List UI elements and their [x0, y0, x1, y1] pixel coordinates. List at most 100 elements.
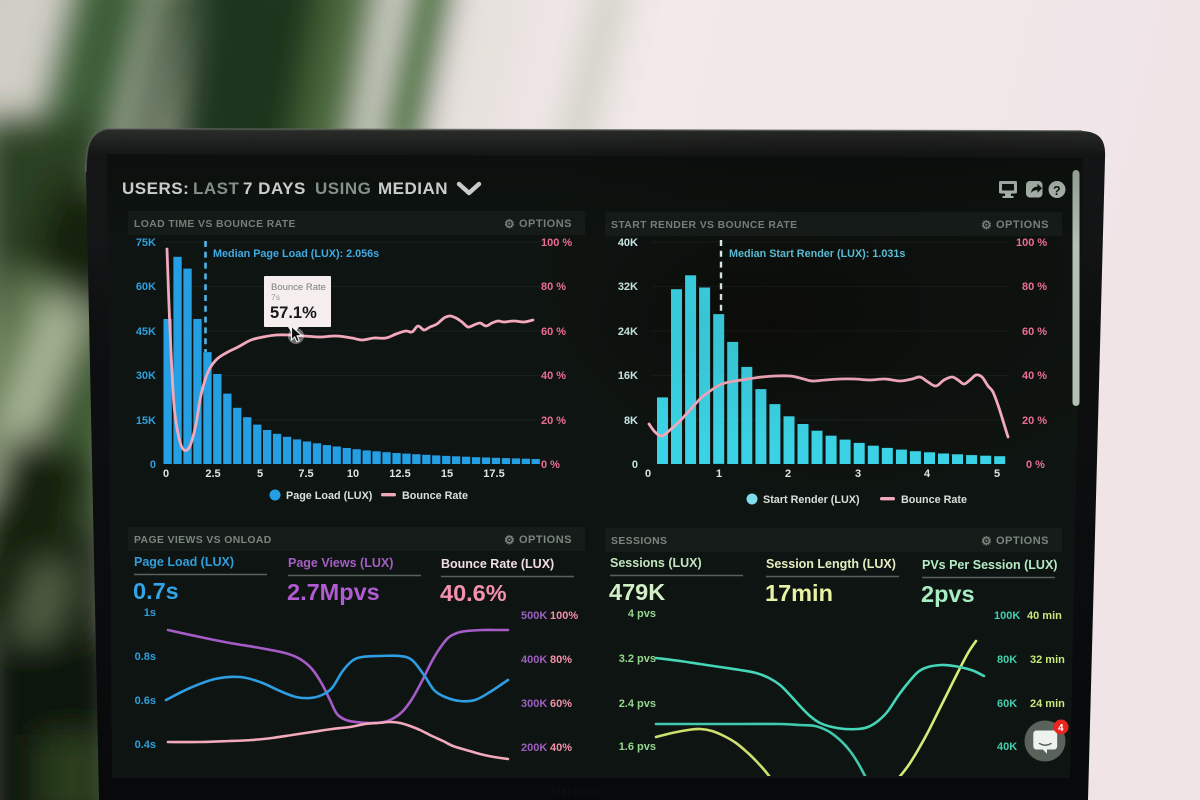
svg-text:16K: 16K — [618, 370, 638, 382]
svg-text:80 %: 80 % — [541, 281, 566, 293]
svg-text:7 DAYS: 7 DAYS — [243, 179, 306, 198]
svg-text:⚙: ⚙ — [504, 217, 515, 231]
svg-text:40K: 40K — [618, 237, 638, 249]
svg-text:0: 0 — [163, 468, 169, 480]
svg-text:17min: 17min — [765, 580, 833, 606]
svg-text:Session Length (LUX): Session Length (LUX) — [766, 557, 896, 571]
svg-text:32K: 32K — [618, 281, 638, 293]
svg-text:5: 5 — [257, 468, 263, 480]
svg-text:START RENDER VS BOUNCE RATE: START RENDER VS BOUNCE RATE — [611, 220, 798, 231]
svg-text:Median Page Load (LUX): 2.056s: Median Page Load (LUX): 2.056s — [213, 248, 379, 260]
svg-text:24K: 24K — [618, 326, 638, 338]
svg-text:80K: 80K — [997, 654, 1017, 666]
svg-text:60 %: 60 % — [1022, 326, 1047, 338]
svg-text:OPTIONS: OPTIONS — [996, 219, 1049, 231]
svg-text:Bounce Rate: Bounce Rate — [271, 282, 326, 293]
svg-text:0.6s: 0.6s — [135, 695, 156, 707]
svg-text:60%: 60% — [550, 698, 572, 710]
svg-text:60K: 60K — [136, 281, 156, 293]
svg-text:OPTIONS: OPTIONS — [519, 534, 572, 546]
svg-text:0 %: 0 % — [541, 459, 560, 471]
svg-text:Page Views (LUX): Page Views (LUX) — [288, 556, 393, 570]
svg-text:40 %: 40 % — [541, 370, 566, 382]
svg-text:5: 5 — [994, 468, 1000, 480]
svg-text:Bounce Rate (LUX): Bounce Rate (LUX) — [441, 557, 554, 571]
svg-text:2.5: 2.5 — [205, 468, 220, 480]
svg-text:0.4s: 0.4s — [135, 739, 156, 751]
svg-text:57.1%: 57.1% — [270, 304, 317, 322]
svg-text:0 %: 0 % — [1026, 459, 1045, 471]
svg-text:Bounce Rate: Bounce Rate — [402, 490, 468, 502]
svg-text:30K: 30K — [136, 370, 156, 382]
svg-text:45K: 45K — [136, 326, 156, 338]
svg-text:Start Render (LUX): Start Render (LUX) — [763, 494, 860, 506]
svg-text:Page Load (LUX): Page Load (LUX) — [286, 490, 373, 502]
svg-text:100 %: 100 % — [541, 237, 572, 249]
svg-text:15: 15 — [441, 468, 453, 480]
svg-text:40 min: 40 min — [1027, 610, 1062, 622]
svg-text:0.7s: 0.7s — [133, 578, 179, 604]
svg-text:2.7Mpvs: 2.7Mpvs — [287, 579, 380, 605]
svg-text:LOAD TIME VS BOUNCE RATE: LOAD TIME VS BOUNCE RATE — [134, 219, 296, 230]
svg-text:OPTIONS: OPTIONS — [996, 535, 1049, 547]
svg-text:40.6%: 40.6% — [440, 580, 507, 606]
svg-text:PAGE VIEWS VS ONLOAD: PAGE VIEWS VS ONLOAD — [134, 535, 272, 546]
svg-text:USING: USING — [315, 179, 371, 198]
svg-text:32 min: 32 min — [1030, 654, 1065, 666]
svg-text:3.2 pvs: 3.2 pvs — [619, 653, 656, 665]
svg-text:4: 4 — [1058, 723, 1064, 734]
svg-text:⚙: ⚙ — [981, 534, 992, 548]
svg-text:USERS:: USERS: — [122, 179, 189, 198]
svg-text:10: 10 — [347, 468, 359, 480]
svg-text:80%: 80% — [550, 654, 572, 666]
svg-text:3: 3 — [855, 468, 861, 480]
svg-text:PVs Per Session (LUX): PVs Per Session (LUX) — [922, 558, 1057, 572]
svg-text:7s: 7s — [271, 292, 280, 302]
svg-text:Median Start Render (LUX): 1.0: Median Start Render (LUX): 1.031s — [729, 248, 905, 260]
svg-text:0: 0 — [632, 459, 638, 471]
svg-text:SESSIONS: SESSIONS — [611, 536, 667, 547]
svg-text:40 %: 40 % — [1022, 370, 1047, 382]
svg-text:⚙: ⚙ — [504, 533, 515, 547]
svg-text:2pvs: 2pvs — [921, 581, 975, 607]
svg-text:MacBook...: MacBook... — [552, 787, 612, 798]
svg-text:0: 0 — [645, 468, 651, 480]
svg-text:20 %: 20 % — [541, 415, 566, 427]
svg-text:200K: 200K — [521, 742, 547, 754]
svg-text:4 pvs: 4 pvs — [628, 608, 656, 620]
svg-text:?: ? — [1053, 184, 1061, 198]
svg-text:479K: 479K — [609, 579, 665, 605]
svg-text:2.4 pvs: 2.4 pvs — [619, 698, 656, 710]
svg-text:80 %: 80 % — [1022, 281, 1047, 293]
svg-text:⚙: ⚙ — [981, 218, 992, 232]
svg-text:1.6 pvs: 1.6 pvs — [619, 741, 656, 753]
svg-text:OPTIONS: OPTIONS — [519, 218, 572, 230]
svg-text:LAST: LAST — [193, 179, 240, 198]
svg-text:1s: 1s — [144, 607, 156, 619]
svg-text:MEDIAN: MEDIAN — [378, 179, 448, 198]
svg-text:40%: 40% — [550, 742, 572, 754]
svg-text:100K: 100K — [994, 610, 1020, 622]
svg-text:500K: 500K — [521, 610, 547, 622]
svg-text:0: 0 — [150, 459, 156, 471]
svg-text:60 %: 60 % — [541, 326, 566, 338]
svg-text:7.5: 7.5 — [298, 468, 313, 480]
svg-text:2: 2 — [785, 468, 791, 480]
svg-text:1: 1 — [716, 468, 722, 480]
svg-text:Bounce Rate: Bounce Rate — [901, 494, 967, 506]
svg-text:12.5: 12.5 — [389, 468, 410, 480]
svg-text:24 min: 24 min — [1030, 698, 1065, 710]
svg-text:8K: 8K — [624, 415, 638, 427]
svg-text:Sessions (LUX): Sessions (LUX) — [610, 556, 702, 570]
svg-text:17.5: 17.5 — [483, 468, 504, 480]
svg-text:100 %: 100 % — [1016, 237, 1047, 249]
svg-text:75K: 75K — [136, 237, 156, 249]
svg-text:400K: 400K — [521, 654, 547, 666]
svg-text:20 %: 20 % — [1022, 415, 1047, 427]
svg-text:15K: 15K — [136, 415, 156, 427]
svg-text:0.8s: 0.8s — [135, 651, 156, 663]
svg-text:40K: 40K — [997, 741, 1017, 753]
svg-text:100%: 100% — [550, 610, 578, 622]
svg-text:4: 4 — [924, 468, 931, 480]
svg-text:300K: 300K — [521, 698, 547, 710]
